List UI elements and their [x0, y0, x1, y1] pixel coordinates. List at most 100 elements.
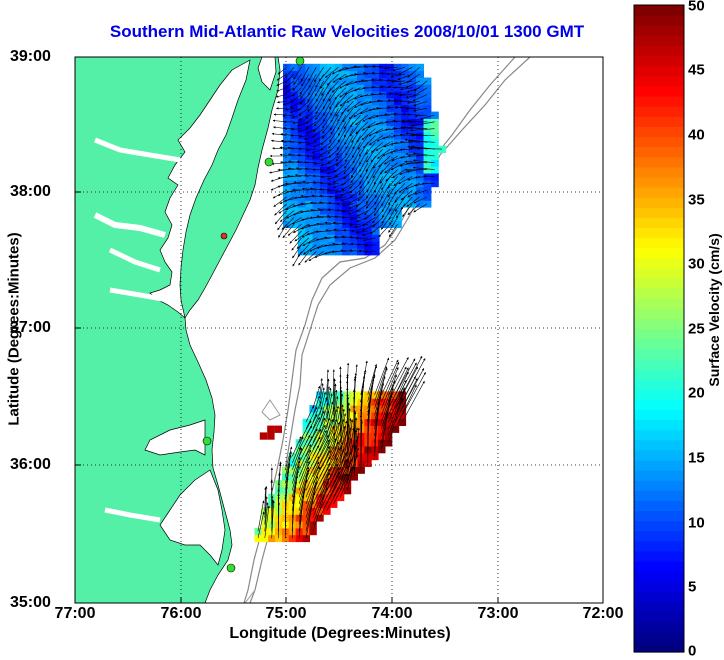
- velocity-cell: [298, 173, 306, 180]
- velocity-cell: [424, 159, 432, 166]
- velocity-cell: [394, 91, 402, 98]
- velocity-cell: [283, 139, 291, 146]
- velocity-cell: [364, 98, 372, 105]
- velocity-cell: [309, 514, 316, 521]
- velocity-cell: [379, 91, 387, 98]
- colorbar-segment: [634, 521, 684, 532]
- velocity-cell: [372, 228, 380, 235]
- velocity-cell: [335, 221, 343, 228]
- velocity-cell: [267, 426, 274, 433]
- velocity-cell: [409, 112, 417, 119]
- velocity-cell: [431, 166, 439, 173]
- velocity-cell: [350, 248, 358, 255]
- velocity-cell: [416, 194, 424, 201]
- colorbar-segment: [634, 268, 684, 279]
- velocity-cell: [401, 64, 409, 71]
- velocity-cell: [309, 528, 316, 535]
- colorbar-segment: [634, 157, 684, 168]
- velocity-cell: [387, 98, 395, 105]
- velocity-cell: [342, 228, 350, 235]
- velocity-cell: [392, 426, 399, 433]
- colorbar-tick: 25: [688, 321, 705, 338]
- velocity-cell: [313, 64, 321, 71]
- velocity-cell: [290, 153, 298, 160]
- velocity-cell: [283, 125, 291, 132]
- colorbar-segment: [634, 581, 684, 592]
- velocity-cell: [431, 112, 439, 119]
- colorbar-segment: [634, 187, 684, 198]
- velocity-cell: [372, 64, 380, 71]
- velocity-cell: [431, 159, 439, 166]
- velocity-cell: [387, 91, 395, 98]
- velocity-cell: [387, 78, 395, 85]
- velocity-cell: [335, 153, 343, 160]
- velocity-cell: [305, 64, 313, 71]
- velocity-cell: [298, 159, 306, 166]
- y-axis-label: Latitude (Degrees:Minutes): [6, 232, 23, 425]
- velocity-cell: [401, 98, 409, 105]
- colorbar-segment: [634, 278, 684, 289]
- colorbar-segment: [634, 470, 684, 481]
- colorbar-tick: 5: [688, 579, 696, 596]
- velocity-cell: [424, 78, 432, 85]
- velocity-cell: [431, 146, 439, 153]
- colorbar-tick: 35: [688, 192, 705, 209]
- velocity-cell: [260, 432, 267, 439]
- velocity-cell: [335, 235, 343, 242]
- velocity-cell: [320, 200, 328, 207]
- station-marker-active: [296, 57, 304, 65]
- colorbar-segment: [634, 419, 684, 430]
- velocity-cell: [298, 91, 306, 98]
- velocity-cell: [431, 153, 439, 160]
- velocity-cell: [409, 132, 417, 139]
- velocity-cell: [394, 146, 402, 153]
- velocity-cell: [438, 146, 446, 153]
- colorbar-segment: [634, 389, 684, 400]
- colorbar-segment: [634, 238, 684, 249]
- velocity-cell: [335, 84, 343, 91]
- velocity-cell: [350, 241, 358, 248]
- velocity-cell: [379, 78, 387, 85]
- velocity-cell: [290, 194, 298, 201]
- colorbar-tick: 20: [688, 385, 705, 402]
- velocity-cell: [290, 139, 298, 146]
- velocity-cell: [394, 112, 402, 119]
- velocity-cell: [409, 64, 417, 71]
- velocity-cell: [424, 139, 432, 146]
- velocity-cell: [255, 535, 262, 542]
- velocity-cell: [357, 91, 365, 98]
- velocity-cell: [350, 153, 358, 160]
- velocity-cell: [327, 200, 335, 207]
- velocity-cell: [342, 221, 350, 228]
- velocity-cell: [424, 187, 432, 194]
- velocity-cell: [372, 214, 380, 221]
- velocity-cell: [305, 105, 313, 112]
- velocity-cell: [290, 146, 298, 153]
- colorbar-segment: [634, 339, 684, 350]
- velocity-cell: [298, 71, 306, 78]
- x-tick-label: 75:00: [266, 605, 307, 623]
- colorbar-segment: [634, 571, 684, 582]
- colorbar-segment: [634, 106, 684, 117]
- colorbar-segment: [634, 177, 684, 188]
- velocity-cell: [401, 112, 409, 119]
- velocity-cell: [320, 194, 328, 201]
- velocity-cell: [416, 78, 424, 85]
- velocity-cell: [327, 221, 335, 228]
- x-axis-label: Longitude (Degrees:Minutes): [229, 625, 450, 643]
- velocity-cell: [401, 153, 409, 160]
- velocity-cell: [342, 78, 350, 85]
- colorbar-segment: [634, 227, 684, 238]
- velocity-cell: [424, 153, 432, 160]
- colorbar-segment: [634, 359, 684, 370]
- colorbar-segment: [634, 561, 684, 572]
- colorbar-segment: [634, 460, 684, 471]
- velocity-cell: [394, 105, 402, 112]
- velocity-cell: [313, 235, 321, 242]
- velocity-cell: [320, 207, 328, 214]
- velocity-cell: [364, 200, 372, 207]
- velocity-cell: [283, 132, 291, 139]
- velocity-cell: [344, 487, 351, 494]
- station-marker-active: [203, 437, 211, 445]
- velocity-cell: [424, 91, 432, 98]
